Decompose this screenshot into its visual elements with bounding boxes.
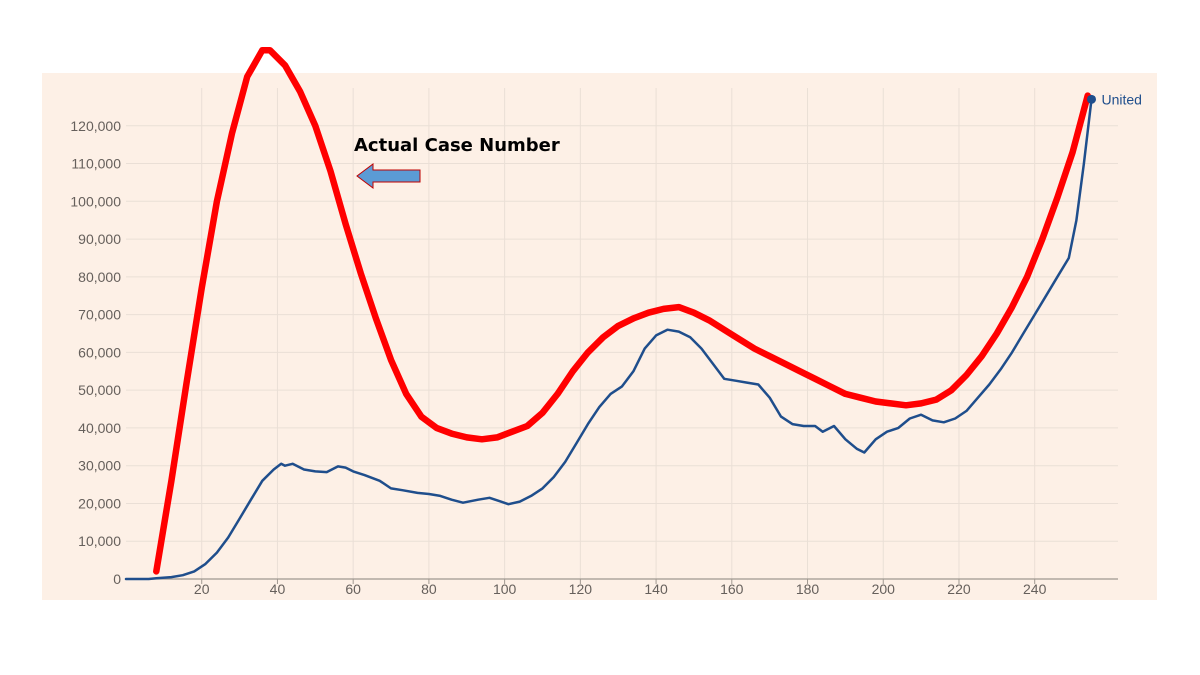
annotation-arrow <box>356 163 421 189</box>
x-tick-label: 140 <box>644 581 668 597</box>
x-tick-label: 200 <box>872 581 896 597</box>
y-tick-label: 20,000 <box>78 495 121 511</box>
x-tick-label: 180 <box>796 581 820 597</box>
y-tick-label: 120,000 <box>70 118 121 134</box>
grid-lines <box>126 88 1118 579</box>
x-tick-label: 40 <box>270 581 286 597</box>
x-tick-label: 120 <box>569 581 593 597</box>
y-tick-label: 40,000 <box>78 420 121 436</box>
y-tick-label: 110,000 <box>71 156 121 172</box>
y-tick-label: 50,000 <box>78 382 121 398</box>
y-tick-label: 0 <box>113 571 121 587</box>
series-lines <box>124 46 1093 581</box>
x-tick-label: 100 <box>493 581 517 597</box>
x-tick-label: 60 <box>345 581 361 597</box>
legend-label: United <box>1101 91 1141 107</box>
y-tick-label: 60,000 <box>78 344 121 360</box>
reported-case-line <box>124 98 1093 581</box>
y-tick-label: 80,000 <box>78 269 121 285</box>
x-tick-label: 160 <box>720 581 744 597</box>
legend-marker <box>1086 94 1096 104</box>
actual-case-line <box>153 46 1091 575</box>
x-axis: 20 40 60 80 100 120 140 160 180 200 220 240 <box>126 578 1118 597</box>
y-tick-label: 30,000 <box>78 458 121 474</box>
x-tick-label: 240 <box>1023 581 1047 597</box>
y-tick-label: 100,000 <box>70 193 121 209</box>
annotation-label: Actual Case Number <box>354 135 560 156</box>
x-tick-label: 20 <box>194 581 210 597</box>
x-tick-label: 80 <box>421 581 437 597</box>
y-tick-label: 90,000 <box>78 231 121 247</box>
y-axis: 0 10,000 20,000 30,000 40,000 50,000 60,000 70,… <box>70 118 121 587</box>
x-tick-label: 220 <box>947 581 971 597</box>
y-tick-label: 10,000 <box>78 533 121 549</box>
y-tick-label: 70,000 <box>78 307 121 323</box>
